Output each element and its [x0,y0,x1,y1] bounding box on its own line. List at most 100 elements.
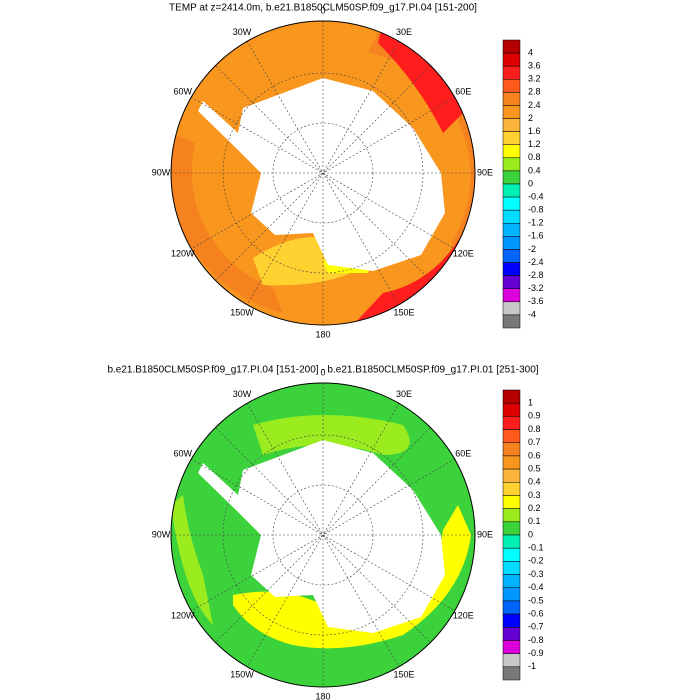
longitude-label: 120W [171,610,195,620]
colorbar-label: 3.2 [528,74,541,84]
colorbar-box [502,157,521,172]
colorbar-box [502,389,521,404]
colorbar-box [502,209,521,224]
colorbar-box [502,105,521,119]
colorbar-label: 0.9 [528,411,541,421]
colorbar-box [502,534,521,549]
longitude-label: 90W [152,529,171,539]
longitude-label: 90E [477,167,493,177]
longitude-label: 180 [315,329,330,339]
longitude-label: 30E [396,389,412,399]
colorbar-box [502,144,521,159]
colorbar-box [502,653,521,668]
colorbar-box [502,39,521,54]
colorbar-label: 1 [528,398,533,408]
colorbar-label: -0.4 [528,582,544,592]
colorbar-label: 0.5 [528,463,541,473]
colorbar-box [502,600,521,615]
longitude-label: 120E [453,248,474,258]
longitude-label: 60W [173,86,192,96]
colorbar-label: 0.2 [528,503,541,513]
colorbar-label: 0.1 [528,516,541,526]
longitude-label: 30W [233,27,252,37]
longitude-label: 90E [477,529,493,539]
colorbar-label: 2 [528,113,533,123]
colorbar-box [502,666,521,681]
colorbar-box [502,495,521,509]
colorbar-label: 2.4 [528,100,541,110]
colorbar-box [502,236,521,250]
colorbar-box [502,547,521,562]
longitude-label: 120E [453,610,474,620]
colorbar-box [502,416,521,430]
colorbar-box [502,52,521,67]
colorbar-box [502,223,521,237]
colorbar-label: -0.7 [528,622,544,632]
longitude-label: 0 [320,5,325,15]
colorbar-label: 4 [528,47,533,57]
colorbar-label: 1.6 [528,126,541,136]
longitude-label: 150E [393,308,414,318]
colorbar-label: 0.8 [528,152,541,162]
colorbar-box [502,288,521,303]
colorbar-label: 1.2 [528,139,541,149]
colorbar-label: -1.2 [528,218,544,228]
longitude-label: 0 [320,367,325,377]
longitude-label: 60E [455,448,471,458]
map-field [171,383,475,687]
colorbar-label: 0 [528,529,533,539]
colorbar-label: -0.8 [528,635,544,645]
colorbar-box [502,262,521,276]
colorbar-box [502,574,521,588]
colorbar-box [502,508,521,523]
longitude-label: 120W [171,248,195,258]
colorbar-box [502,131,521,145]
colorbar-label: -2 [528,244,536,254]
colorbar-label: 0.8 [528,424,541,434]
colorbar-box [502,275,521,289]
colorbar-box [502,613,521,628]
map-border [170,20,476,326]
colorbar-box [502,170,521,185]
colorbar-label: -0.9 [528,648,544,658]
colorbar-label: -0.4 [528,191,544,201]
colorbar-box [502,118,521,132]
colorbar-box [502,587,521,602]
colorbar-label: 0.7 [528,437,541,447]
colorbar-box [502,482,521,496]
colorbar-label: 0.6 [528,450,541,460]
colorbar-label: -3.2 [528,283,544,293]
colorbar-label: -1.6 [528,231,544,241]
colorbar-box [502,183,521,198]
map-border [170,382,476,688]
colorbar-box [502,301,521,316]
longitude-label: 60W [173,448,192,458]
map-title: b.e21.B1850CLM50SP.f09_g17.PI.04 [151-20… [107,365,538,376]
colorbar-box [502,402,521,417]
colorbar-box [502,561,521,575]
colorbar-box [502,249,521,263]
colorbar-box [502,640,521,654]
colorbar-label: -0.8 [528,205,544,215]
colorbar-box [502,455,521,470]
colorbar-label: -4 [528,309,536,319]
colorbar-label: -1 [528,661,536,671]
colorbar-box [502,65,521,80]
colorbar-label: -0.6 [528,608,544,618]
colorbar-box [502,429,521,443]
longitude-label: 150W [230,670,254,680]
colorbar-label: 2.8 [528,87,541,97]
colorbar-label: -2.8 [528,270,544,280]
colorbar-box [502,314,521,329]
colorbar-label: -0.3 [528,569,544,579]
colorbar-label: -2.4 [528,257,544,267]
longitude-label: 60E [455,86,471,96]
longitude-label: 180 [315,691,330,700]
longitude-label: 150E [393,670,414,680]
colorbar-label: -0.5 [528,595,544,605]
map-title: TEMP at z=2414.0m, b.e21.B1850CLM50SP.f0… [169,3,477,14]
colorbar-label: 0 [528,178,533,188]
colorbar-label: 0.3 [528,490,541,500]
colorbar-label: 3.6 [528,61,541,71]
